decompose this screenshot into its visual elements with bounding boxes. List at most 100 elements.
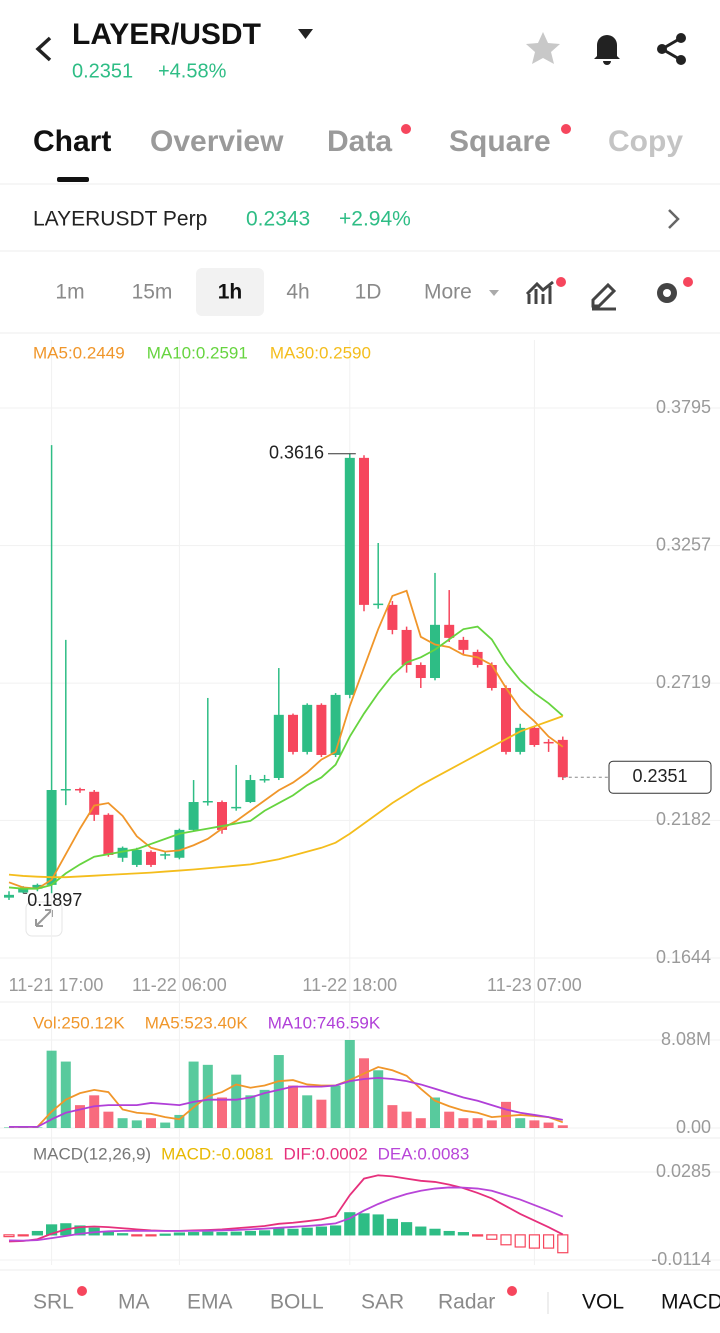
indicator-tab[interactable]: MA — [118, 1291, 150, 1314]
candle-body — [217, 802, 227, 830]
tab-indicator — [57, 177, 89, 182]
volume-bar — [458, 1118, 469, 1128]
tab[interactable]: Square — [449, 125, 551, 158]
tab[interactable]: Overview — [150, 125, 284, 158]
volume-bar — [60, 1061, 71, 1128]
alert[interactable] — [594, 35, 620, 65]
candle-body — [32, 884, 43, 889]
indicator-tool[interactable] — [525, 280, 554, 304]
volume-bar — [387, 1105, 398, 1128]
last-price-box — [608, 760, 712, 794]
candle-body — [529, 727, 540, 746]
volume-bar — [217, 1097, 227, 1128]
candle-body — [146, 851, 156, 865]
candle-body — [131, 849, 142, 865]
macd-bar — [301, 1227, 313, 1236]
macd-bar — [45, 1224, 58, 1236]
settings-hole — [663, 289, 671, 297]
candle-body — [273, 714, 284, 778]
macd-bar — [528, 1234, 541, 1249]
volume-bar — [288, 1085, 298, 1128]
candle-body — [160, 854, 171, 856]
indicator-tab[interactable]: Radar — [438, 1291, 495, 1314]
y-tick-label: -0.0114 — [651, 1249, 711, 1269]
volume-bar — [273, 1055, 284, 1128]
interval[interactable]: 15m — [132, 281, 173, 304]
back-button[interactable] — [35, 36, 52, 62]
more-caret — [489, 290, 499, 296]
volume-bar — [430, 1097, 440, 1128]
legend-entry: MA10:0.2591 — [147, 343, 248, 362]
chevron[interactable] — [668, 209, 680, 229]
volume-bar — [316, 1099, 327, 1128]
ticker-change: +2.94% — [339, 208, 411, 231]
macd-bar — [188, 1232, 200, 1236]
ma-line — [8, 589, 564, 890]
pair-dropdown[interactable] — [298, 29, 313, 39]
indicator-tab[interactable]: SAR — [361, 1291, 404, 1314]
interval[interactable]: 4h — [286, 281, 309, 304]
macd-bar — [216, 1232, 228, 1236]
candle-body — [373, 603, 384, 606]
indicator-tab[interactable]: MACD — [661, 1291, 720, 1314]
candle-body — [231, 806, 242, 809]
interval-selected — [196, 268, 264, 316]
volume-bar — [259, 1089, 270, 1128]
volume-bar — [302, 1095, 313, 1128]
y-tick-label: 0.2719 — [656, 672, 711, 692]
macd-bar — [202, 1231, 214, 1236]
candle-body — [330, 694, 341, 755]
tab[interactable]: Chart — [33, 125, 111, 158]
tab[interactable]: Data — [327, 125, 392, 158]
macd-bar — [131, 1234, 143, 1237]
ticker-symbol[interactable]: LAYERUSDT Perp — [33, 208, 207, 231]
volume-bar — [373, 1070, 384, 1128]
candle-body — [259, 779, 270, 781]
interval[interactable]: 1m — [55, 281, 84, 304]
volume-bar — [501, 1101, 511, 1128]
interval[interactable]: More — [424, 281, 472, 304]
macd-bar — [330, 1225, 342, 1236]
legend-entry: MACD(12,26,9) — [33, 1144, 151, 1163]
ticker-price: 0.2343 — [246, 208, 310, 231]
change: +4.58% — [158, 60, 227, 82]
interval[interactable]: 1D — [355, 281, 382, 304]
macd-bar — [429, 1228, 441, 1236]
macd-bar — [514, 1234, 526, 1248]
y-tick-label: 8.08M — [661, 1029, 711, 1049]
macd-bar — [31, 1230, 44, 1236]
volume-bar — [103, 1111, 114, 1128]
indicator-tab[interactable]: VOL — [582, 1291, 624, 1314]
macd-bar — [230, 1231, 242, 1236]
macd-bar — [415, 1226, 427, 1236]
macd-bar — [372, 1214, 384, 1236]
candle-body — [543, 741, 554, 744]
macd-bar — [386, 1218, 398, 1236]
indicator-tab[interactable]: BOLL — [270, 1291, 324, 1314]
favorite[interactable] — [526, 32, 560, 64]
draw-tool[interactable] — [591, 282, 617, 311]
indicator-tab[interactable]: EMA — [187, 1291, 233, 1314]
candle-body — [302, 704, 313, 752]
volume-bar — [515, 1118, 526, 1128]
pair[interactable]: LAYER/USDT — [72, 18, 261, 51]
volume-bar — [444, 1111, 455, 1128]
candle-body — [486, 664, 497, 688]
indicator-tab[interactable]: SRL — [33, 1291, 74, 1314]
interval[interactable]: 1h — [218, 281, 243, 304]
volume-bar — [146, 1118, 156, 1128]
y-tick-label: 0.1644 — [656, 947, 711, 967]
macd-bar — [358, 1213, 370, 1236]
macd-bar — [542, 1234, 555, 1249]
share[interactable] — [657, 33, 686, 65]
y-tick-label: 0.00 — [676, 1117, 711, 1137]
legend-entry: MA10:746.59K — [268, 1013, 381, 1032]
candle-body — [415, 664, 426, 679]
legend-entry: DIF:0.0002 — [284, 1144, 368, 1163]
macd-bar — [401, 1222, 413, 1236]
tab[interactable]: Copy — [608, 125, 683, 158]
legend-entry: MA5:523.40K — [145, 1013, 249, 1032]
macd-line — [8, 1186, 564, 1242]
candle-body — [46, 790, 57, 885]
